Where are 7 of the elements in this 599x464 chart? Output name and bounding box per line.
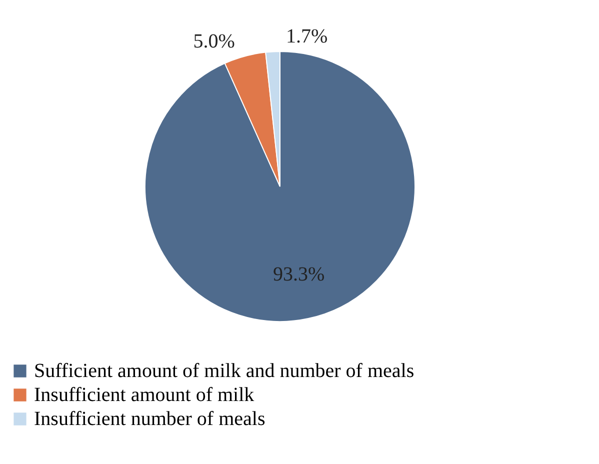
legend-label: Insufficient number of meals	[34, 408, 266, 430]
data-label: 5.0%	[193, 30, 235, 53]
pie-slice	[144, 51, 416, 322]
data-label: 1.7%	[286, 26, 328, 48]
data-label: 93.3%	[272, 264, 325, 286]
legend-label: Insufficient amount of milk	[34, 384, 254, 406]
legend-label: Sufficient amount of milk and number of meals	[34, 360, 414, 382]
